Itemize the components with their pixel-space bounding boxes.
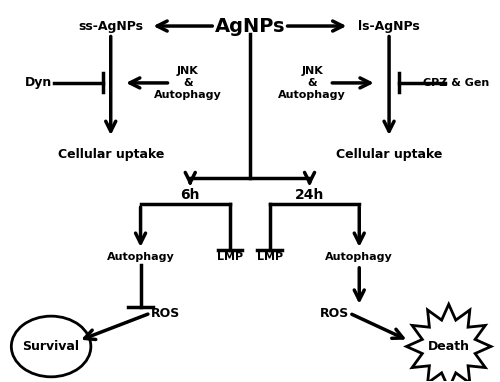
Text: Cellular uptake: Cellular uptake (58, 149, 164, 162)
Text: Cellular uptake: Cellular uptake (336, 149, 442, 162)
Text: 6h: 6h (180, 188, 200, 202)
Text: ss-AgNPs: ss-AgNPs (78, 19, 143, 32)
Text: 24h: 24h (295, 188, 324, 202)
Text: LMP: LMP (217, 253, 243, 262)
Text: ROS: ROS (151, 307, 180, 320)
Text: AgNPs: AgNPs (214, 16, 285, 36)
Text: CPZ & Gen: CPZ & Gen (423, 78, 490, 88)
Text: Autophagy: Autophagy (106, 253, 174, 262)
Text: LMP: LMP (256, 253, 283, 262)
Text: ROS: ROS (320, 307, 349, 320)
Text: Death: Death (428, 340, 470, 353)
Text: JNK
&
Autophagy: JNK & Autophagy (154, 66, 222, 100)
Text: Autophagy: Autophagy (326, 253, 393, 262)
Text: Survival: Survival (22, 340, 80, 353)
Text: Dyn: Dyn (25, 76, 52, 89)
Text: ls-AgNPs: ls-AgNPs (358, 19, 420, 32)
Text: JNK
&
Autophagy: JNK & Autophagy (278, 66, 346, 100)
